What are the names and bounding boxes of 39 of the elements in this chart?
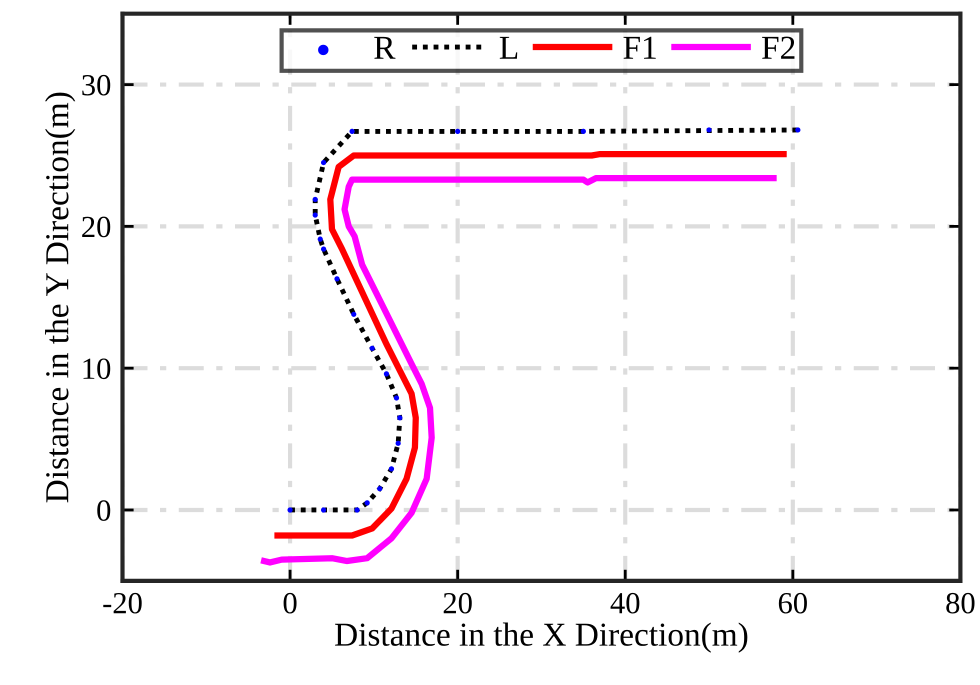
point: [706, 127, 712, 133]
point: [312, 212, 318, 218]
y-tick-label: 20: [82, 216, 110, 238]
point: [287, 507, 293, 513]
y-tick-label: 0: [97, 500, 110, 521]
x-tick-label: 40: [610, 592, 640, 614]
x-tick-label: 80: [946, 592, 975, 614]
x-tick-label: 20: [444, 592, 472, 614]
point: [320, 507, 326, 513]
point: [377, 486, 382, 492]
y-axis-title: Distance in the Y Direction(m): [45, 92, 76, 502]
legend-label: F1: [624, 36, 656, 59]
point: [318, 236, 323, 242]
point: [396, 440, 401, 446]
legend-label: F2: [762, 36, 794, 59]
point: [320, 160, 326, 166]
point: [334, 276, 340, 282]
point: [312, 196, 318, 202]
point: [795, 127, 800, 133]
y-tick-label: 10: [84, 358, 110, 380]
y-tick-label: 30: [82, 74, 110, 96]
x-tick-label: 60: [778, 592, 807, 614]
legend-label: L: [500, 36, 518, 59]
point: [320, 246, 326, 252]
point: [397, 415, 402, 420]
point: [384, 371, 390, 376]
point: [349, 128, 355, 134]
point: [455, 128, 460, 134]
point: [351, 312, 356, 317]
x-tick-label: -20: [103, 592, 142, 614]
x-axis-title: Distance in the X Direction(m): [335, 622, 748, 653]
point: [364, 500, 370, 506]
legend-label: R: [374, 36, 396, 59]
point: [388, 466, 394, 472]
point: [354, 507, 360, 513]
x-tick-label: 0: [284, 592, 297, 614]
point: [580, 128, 586, 134]
point: [394, 395, 400, 401]
point: [370, 346, 375, 351]
